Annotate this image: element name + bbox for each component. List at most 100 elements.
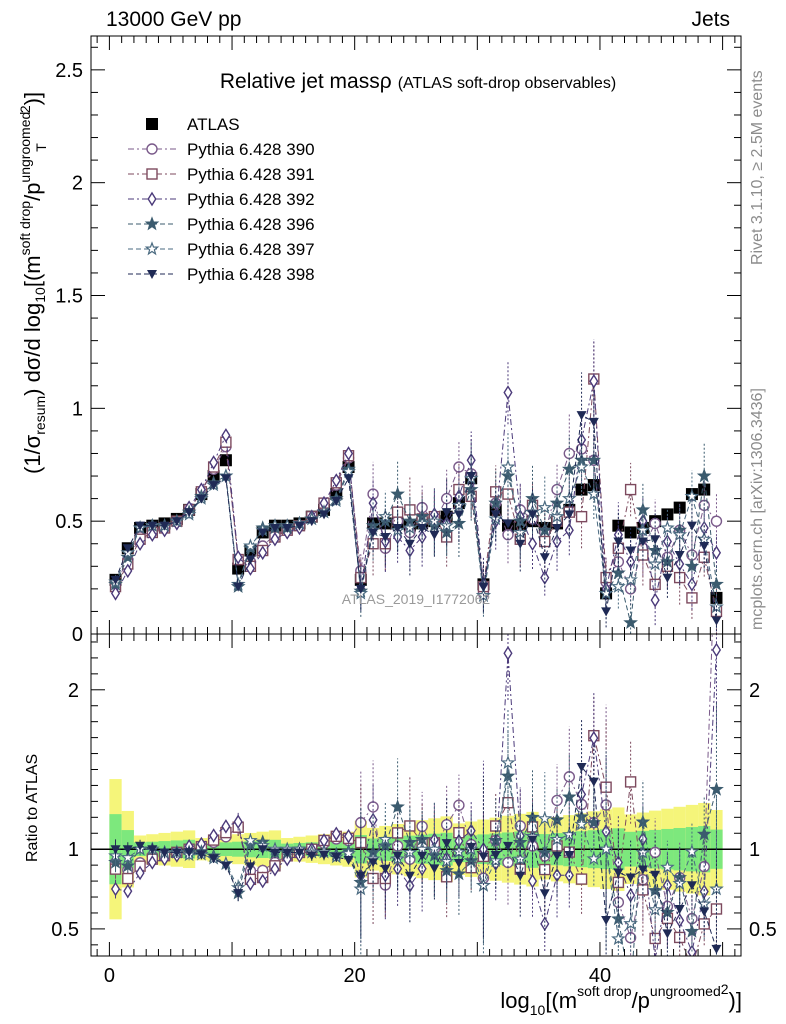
data-point-pythia-6-428-398 xyxy=(453,510,464,520)
ratio-point-pythia-6-428-392 xyxy=(221,819,231,834)
ratio-point-pythia-6-428-397 xyxy=(635,844,651,859)
ratio-point-pythia-6-428-398 xyxy=(674,904,685,914)
data-point-pythia-6-428-392 xyxy=(650,592,660,608)
legend-label-atlas: ATLAS xyxy=(187,115,240,134)
top-y-tick-label: 0 xyxy=(72,624,83,646)
ratio-point-pythia-6-428-392 xyxy=(675,913,685,928)
data-point-pythia-6-428-398 xyxy=(135,521,146,531)
ratio-point-pythia-6-428-398 xyxy=(171,848,182,858)
data-point-pythia-6-428-397 xyxy=(623,572,638,587)
data-point-pythia-6-428-392 xyxy=(258,545,268,561)
ratio-point-pythia-6-428-398 xyxy=(686,881,697,891)
ratio-point-pythia-6-428-392 xyxy=(233,814,243,830)
ratio-point-pythia-6-428-398 xyxy=(233,889,244,899)
data-point-pythia-6-428-398 xyxy=(539,553,550,563)
data-point-pythia-6-428-398 xyxy=(515,539,526,549)
data-point-pythia-6-428-392 xyxy=(221,428,231,443)
data-point-pythia-6-428-390 xyxy=(710,515,723,527)
legend-marker-pythia-6-428-397 xyxy=(144,241,160,256)
legend-marker-pythia-6-428-391 xyxy=(146,168,158,180)
ratio-point-pythia-6-428-397 xyxy=(512,851,528,866)
ratio-point-pythia-6-428-398 xyxy=(184,848,195,858)
data-point-pythia-6-428-398 xyxy=(171,517,182,527)
x-tick-label: 20 xyxy=(344,965,366,987)
ratio-point-pythia-6-428-398 xyxy=(196,850,207,860)
ratio-point-pythia-6-428-397 xyxy=(623,915,638,930)
data-point-pythia-6-428-398 xyxy=(490,510,501,520)
legend-marker-atlas xyxy=(146,118,158,130)
ratio-point-pythia-6-428-391 xyxy=(698,918,710,930)
data-point-pythia-6-428-398 xyxy=(331,496,342,506)
ratio-point-pythia-6-428-398 xyxy=(245,862,256,872)
header-observable-group: Jets xyxy=(691,8,730,31)
ratio-point-pythia-6-428-392 xyxy=(527,873,538,889)
legend-label-pythia-6-428-392: Pythia 6.428 392 xyxy=(187,190,315,209)
data-point-pythia-6-428-398 xyxy=(368,528,379,538)
data-point-pythia-6-428-398 xyxy=(564,510,575,520)
data-point-pythia-6-428-392 xyxy=(245,561,256,576)
data-point-pythia-6-428-397 xyxy=(635,522,651,537)
data-point-pythia-6-428-392 xyxy=(503,385,513,400)
data-point-pythia-6-428-396 xyxy=(561,461,577,476)
data-point-pythia-6-428-398 xyxy=(527,510,538,520)
rivet-label: Rivet 3.1.10, ≥ 2.5M events xyxy=(749,70,766,265)
data-point-pythia-6-428-397 xyxy=(660,520,675,535)
data-point-pythia-6-428-392 xyxy=(687,577,697,592)
ratio-point-pythia-6-428-392 xyxy=(245,876,256,891)
ratio-point-pythia-6-428-392 xyxy=(270,861,280,877)
legend: ATLAS Pythia 6.428 390 Pythia 6.428 391 Pyt… xyxy=(128,115,315,284)
data-point-pythia-6-428-396 xyxy=(684,558,700,573)
watermark: ATLAS_2019_I1772062 xyxy=(342,591,491,607)
ratio-point-pythia-6-428-396 xyxy=(586,814,602,829)
ratio-point-pythia-6-428-398 xyxy=(588,777,599,787)
main-panel-series xyxy=(108,339,724,634)
data-point-pythia-6-428-398 xyxy=(502,519,513,529)
data-point-pythia-6-428-398 xyxy=(245,555,256,565)
ratio-point-pythia-6-428-398 xyxy=(110,845,121,855)
axes: 00.511.522.50.5 0.51 12 20 20 40 xyxy=(51,35,777,987)
ratio-point-pythia-6-428-397 xyxy=(611,931,626,946)
ratio-point-pythia-6-428-398 xyxy=(453,858,464,868)
ratio-point-pythia-6-428-398 xyxy=(564,850,575,860)
ratio-point-pythia-6-428-397 xyxy=(586,851,602,866)
ratio-point-pythia-6-428-397 xyxy=(402,844,418,859)
ratio-point-pythia-6-428-397 xyxy=(561,826,577,842)
ratio-y-tick-label-right: 0.5 xyxy=(749,919,777,941)
ratio-point-pythia-6-428-398 xyxy=(576,763,587,773)
data-point-pythia-6-428-392 xyxy=(331,473,341,488)
ratio-point-pythia-6-428-392 xyxy=(368,812,378,828)
ratio-point-pythia-6-428-398 xyxy=(147,845,158,855)
ratio-point-pythia-6-428-398 xyxy=(331,852,342,862)
data-point-pythia-6-428-397 xyxy=(500,459,516,474)
data-point-pythia-6-428-392 xyxy=(110,586,121,601)
ratio-point-pythia-6-428-398 xyxy=(294,848,305,858)
ratio-point-pythia-6-428-396 xyxy=(696,826,712,841)
ratio-y-tick-label: 1 xyxy=(68,839,79,861)
data-point-atlas xyxy=(232,562,245,575)
data-point-pythia-6-428-398 xyxy=(711,616,722,626)
data-point-pythia-6-428-392 xyxy=(270,531,280,547)
ratio-point-pythia-6-428-391 xyxy=(624,776,637,788)
ratio-point-pythia-6-428-398 xyxy=(699,907,710,917)
ratio-point-pythia-6-428-398 xyxy=(355,871,366,881)
data-point-pythia-6-428-392 xyxy=(209,455,219,470)
ratio-point-pythia-6-428-398 xyxy=(625,873,636,883)
data-point-pythia-6-428-396 xyxy=(623,614,638,630)
ratio-point-pythia-6-428-398 xyxy=(527,835,538,845)
ratio-point-pythia-6-428-398 xyxy=(269,848,280,858)
data-point-pythia-6-428-398 xyxy=(282,523,293,533)
ratio-point-pythia-6-428-398 xyxy=(515,871,526,881)
top-y-axis-label: (1/σresum) dσ/d log10[(msoft drop/pungro… xyxy=(17,92,49,474)
ratio-line-pythia-6-428-398 xyxy=(115,765,717,949)
data-point-pythia-6-428-392 xyxy=(711,545,722,561)
ratio-point-pythia-6-428-398 xyxy=(502,841,513,851)
ratio-point-pythia-6-428-398 xyxy=(441,839,452,849)
ratio-point-pythia-6-428-392 xyxy=(343,828,354,844)
ratio-line-pythia-6-428-392 xyxy=(115,649,717,956)
ratio-point-pythia-6-428-392 xyxy=(110,881,121,897)
data-point-pythia-6-428-392 xyxy=(343,446,354,461)
ratio-point-pythia-6-428-398 xyxy=(368,858,379,868)
data-point-pythia-6-428-398 xyxy=(625,546,636,556)
data-point-pythia-6-428-396 xyxy=(635,502,651,517)
